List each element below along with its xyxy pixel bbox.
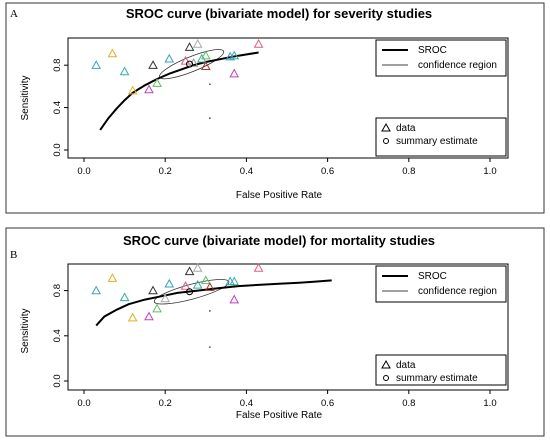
x-tick-label: 0.0 [77,166,90,177]
legend-confidence-label: confidence region [418,60,497,71]
y-tick-label: 0.4 [52,329,63,342]
legend-summary-circle-icon [383,138,389,144]
data-point [229,68,240,78]
legend-confidence-label: confidence region [418,286,497,297]
data-point [229,50,240,60]
x-tick-label: 0.6 [321,398,334,409]
data-point [253,38,264,48]
legend-data-box [375,117,507,157]
data-point [107,48,118,58]
chart-panel-b: B SROC curve (bivariate model) for mortal… [5,227,545,437]
data-point [127,312,138,322]
panel-letter: B [10,249,17,261]
legend-sroc-label: SROC [418,45,447,56]
x-tick-label: 0.2 [159,398,172,409]
panel-frame [5,227,545,437]
data-point [144,311,154,321]
small-dot [208,310,211,312]
legend-summary-label: summary estimate [396,136,478,147]
data-point [148,285,158,295]
legend-sroc-box [375,39,507,77]
summary-estimate-point [186,288,194,296]
small-dot [208,117,211,120]
data-point [91,285,102,295]
plot-area [67,37,509,159]
small-dot [208,83,211,86]
data-point [180,281,191,290]
chart-title: SROC curve (bivariate model) for severit… [126,6,432,21]
data-point [152,303,162,313]
summary-estimate-point [186,60,194,68]
data-point [184,42,195,51]
data-point [107,273,118,282]
data-point [253,262,264,272]
confidence-region-ellipse [153,279,230,305]
x-tick-label: 0.8 [402,166,415,177]
data-point [127,85,138,95]
small-dot [208,346,211,348]
x-tick-label: 0.8 [402,398,415,409]
x-tick-label: 0.4 [240,166,253,177]
legend-data-label: data [396,123,416,134]
chart-title: SROC curve (bivariate model) for mortali… [123,233,435,248]
y-tick-label: 0.0 [52,374,63,387]
legend-data-triangle-icon [381,122,391,132]
legend-data-label: data [396,360,416,371]
data-point [160,293,171,303]
data-point [119,292,130,302]
legend-sroc-label: SROC [418,271,447,282]
y-axis-label: Sensitivity [20,75,31,120]
data-point [192,38,203,48]
data-point [200,61,211,70]
data-point [152,78,162,87]
legend-summary-label: summary estimate [396,373,478,384]
sroc-curve [99,51,259,131]
y-axis-label: Sensitivity [20,308,31,353]
plot-area [67,263,509,391]
data-point [180,55,191,65]
legend-sroc-box [375,265,507,303]
x-tick-label: 1.0 [483,166,496,177]
data-point [192,262,203,272]
y-tick-label: 0.8 [52,59,63,72]
y-tick-label: 0.0 [52,143,63,156]
x-tick-label: 0.0 [77,398,90,409]
data-point [205,282,215,291]
x-tick-label: 0.6 [321,166,334,177]
chart-panel-a: A SROC curve (bivariate model) for severi… [5,2,545,214]
data-point [184,266,195,276]
data-point [148,60,158,69]
legend-data-box [375,354,507,386]
y-tick-label: 0.8 [52,284,63,297]
x-tick-label: 0.4 [240,398,253,409]
data-point [164,53,175,63]
data-point [164,278,175,288]
x-tick-label: 1.0 [483,398,496,409]
x-tick-label: 0.2 [159,166,172,177]
x-axis-label: False Positive Rate [236,410,323,421]
data-point [192,279,203,289]
x-axis-label: False Positive Rate [236,190,323,201]
legend-summary-circle-icon [383,375,389,381]
data-point [225,276,236,286]
data-point [200,50,211,60]
data-point [91,60,102,69]
legend-data-triangle-icon [381,359,391,369]
data-point [229,276,240,286]
data-point [229,294,240,304]
data-point [188,58,199,67]
data-point [119,66,130,76]
y-tick-label: 0.4 [52,101,63,114]
panel-letter: A [10,8,18,20]
data-point [200,275,211,285]
sroc-curve [95,279,332,327]
data-point [144,84,154,94]
panel-frame [5,2,545,214]
